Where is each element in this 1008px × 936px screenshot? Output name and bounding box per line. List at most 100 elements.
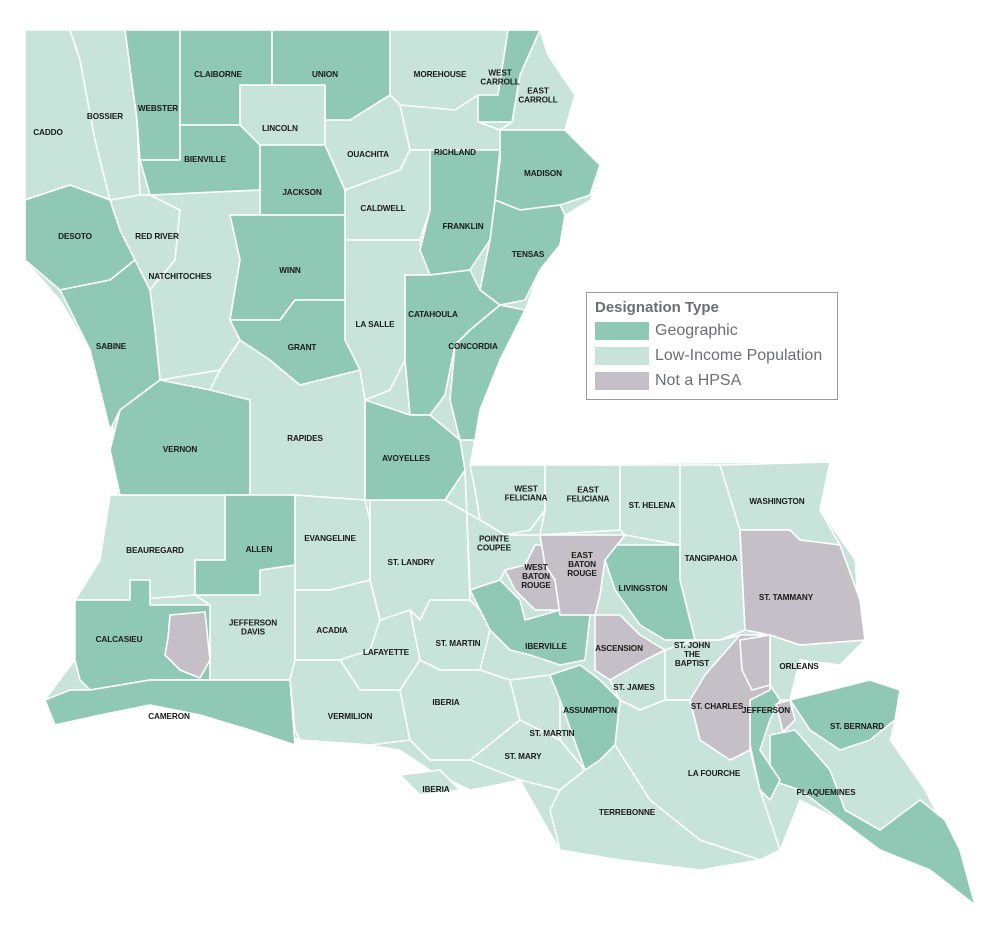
legend-label: Geographic [655, 322, 738, 339]
parish-label-st-mary: ST. MARY [504, 752, 542, 761]
parish-label-line: WEBSTER [138, 104, 178, 113]
parish-label-bienville: BIENVILLE [184, 155, 226, 164]
parish-label-line: WINN [279, 266, 301, 275]
parish-label-line: CARROLL [480, 78, 519, 87]
parish-label-jefferson-davis: JEFFERSON DAVIS [229, 619, 277, 637]
parish-label-line: MADISON [524, 169, 562, 178]
legend-swatch-geographic [595, 322, 649, 340]
legend-item-geographic: Geographic [595, 320, 829, 342]
parish-label-line: LA SALLE [356, 320, 396, 329]
parish-label-beauregard: BEAUREGARD [126, 546, 184, 555]
parish-bienville [139, 124, 261, 196]
parish-label-line: ST. LANDRY [388, 558, 436, 567]
parish-label-line: JEFFERSON [742, 706, 790, 715]
parish-label-tensas: TENSAS [512, 250, 545, 259]
parish-label-line: CALDWELL [360, 204, 405, 213]
parish-label-iberia-island: IBERIA [422, 785, 449, 794]
parish-label-line: ASSUMPTION [563, 706, 617, 715]
parish-label-line: CARROLL [518, 96, 557, 105]
parish-label-line: LA FOURCHE [688, 769, 741, 778]
parish-st-tammany [739, 529, 866, 646]
legend-title: Designation Type [595, 299, 719, 316]
parish-jefferson [749, 684, 781, 801]
parish-avoyelles [364, 399, 466, 501]
parish-label-line: RED RIVER [135, 232, 179, 241]
parish-label-line: UNION [312, 70, 338, 79]
parish-label-line: FELICIANA [505, 494, 548, 503]
parish-label-line: TENSAS [512, 250, 545, 259]
parish-tensas [479, 199, 566, 306]
parish-label-line: SABINE [96, 342, 127, 351]
parish-label-line: BAPTIST [675, 659, 709, 668]
parish-label-line: AVOYELLES [382, 454, 431, 463]
parish-label-line: RICHLAND [434, 148, 476, 157]
parish-label-line: FELICIANA [567, 495, 610, 504]
parish-concordia [449, 304, 526, 441]
parish-label-jefferson: JEFFERSON [742, 706, 790, 715]
parish-label-orleans: ORLEANS [779, 662, 819, 671]
parish-label-grant: GRANT [288, 343, 317, 352]
parish-label-line: ST. MARY [504, 752, 542, 761]
jefferson-east-not-hpsa-area [775, 699, 796, 733]
parish-label-livingston: LIVINGSTON [619, 584, 668, 593]
parish-label-winn: WINN [279, 266, 301, 275]
parish-label-caldwell: CALDWELL [360, 204, 405, 213]
parish-label-avoyelles: AVOYELLES [382, 454, 431, 463]
parish-label-catahoula: CATAHOULA [408, 310, 458, 319]
parish-label-line: IBERIA [422, 785, 449, 794]
parish-label-line: ST. MARTIN [436, 639, 481, 648]
parish-label-caddo: CADDO [33, 128, 63, 137]
parish-label-line: CALCASIEU [96, 635, 143, 644]
parish-label-line: ST. JOHN [674, 641, 710, 650]
parish-label-line: BIENVILLE [184, 155, 226, 164]
parish-label-iberia: IBERIA [432, 698, 459, 707]
legend-item-low-income: Low-Income Population [595, 345, 829, 367]
parish-label-line: BOSSIER [87, 112, 123, 121]
parish-label-natchitoches: NATCHITOCHES [148, 272, 212, 281]
parish-label-assumption: ASSUMPTION [563, 706, 617, 715]
parish-label-line: ASCENSION [595, 644, 643, 653]
parish-allen [194, 494, 296, 596]
parish-label-line: RAPIDES [287, 434, 323, 443]
parish-label-lafayette: LAFAYETTE [363, 648, 410, 657]
parish-label-st-landry: ST. LANDRY [388, 558, 436, 567]
parish-label-line: WEST [514, 485, 537, 494]
parish-west-carroll [477, 29, 541, 123]
parish-label-line: NATCHITOCHES [148, 272, 212, 281]
parish-label-line: ORLEANS [779, 662, 819, 671]
parish-grant [229, 299, 361, 386]
legend: Designation Type Geographic Low-Income P… [586, 292, 838, 400]
legend-item-not-hpsa: Not a HPSA [595, 370, 829, 392]
parish-label-line: CADDO [33, 128, 63, 137]
calcasieu-not-hpsa-area [164, 611, 211, 679]
legend-swatch-low-income [595, 347, 649, 365]
parish-label-st-helena: ST. HELENA [629, 501, 676, 510]
parish-iberville [469, 579, 591, 666]
parish-label-ascension: ASCENSION [595, 644, 643, 653]
legend-label: Not a HPSA [655, 372, 742, 389]
parish-label-line: OUACHITA [347, 150, 389, 159]
parish-label-line: GRANT [288, 343, 317, 352]
parish-label-west-baton-rouge: WEST BATON ROUGE [521, 563, 551, 590]
parish-label-line: CLAIBORNE [194, 70, 242, 79]
parish-label-line: WEST [524, 563, 547, 572]
parish-label-desoto: DESOTO [58, 232, 93, 241]
parish-label-washington: WASHINGTON [749, 497, 804, 506]
parish-label-la-salle: LA SALLE [356, 320, 396, 329]
parish-label-east-baton-rouge: EAST BATON ROUGE [567, 551, 597, 578]
parish-label-line: VERMILION [328, 712, 373, 721]
parish-label-line: CATAHOULA [408, 310, 458, 319]
parish-label-rapides: RAPIDES [287, 434, 323, 443]
parish-assumption [549, 664, 621, 771]
parish-label-morehouse: MOREHOUSE [414, 70, 467, 79]
parish-label-lincoln: LINCOLN [262, 124, 298, 133]
parish-st-helena [619, 464, 681, 546]
parish-label-tangipahoa: TANGIPAHOA [685, 554, 738, 563]
parish-label-line: TANGIPAHOA [685, 554, 738, 563]
parish-label-union: UNION [312, 70, 338, 79]
parish-label-line: POINTE [479, 535, 510, 544]
parish-label-line: BATON [568, 560, 596, 569]
parish-label-line: IBERIA [432, 698, 459, 707]
parish-union [271, 29, 391, 121]
